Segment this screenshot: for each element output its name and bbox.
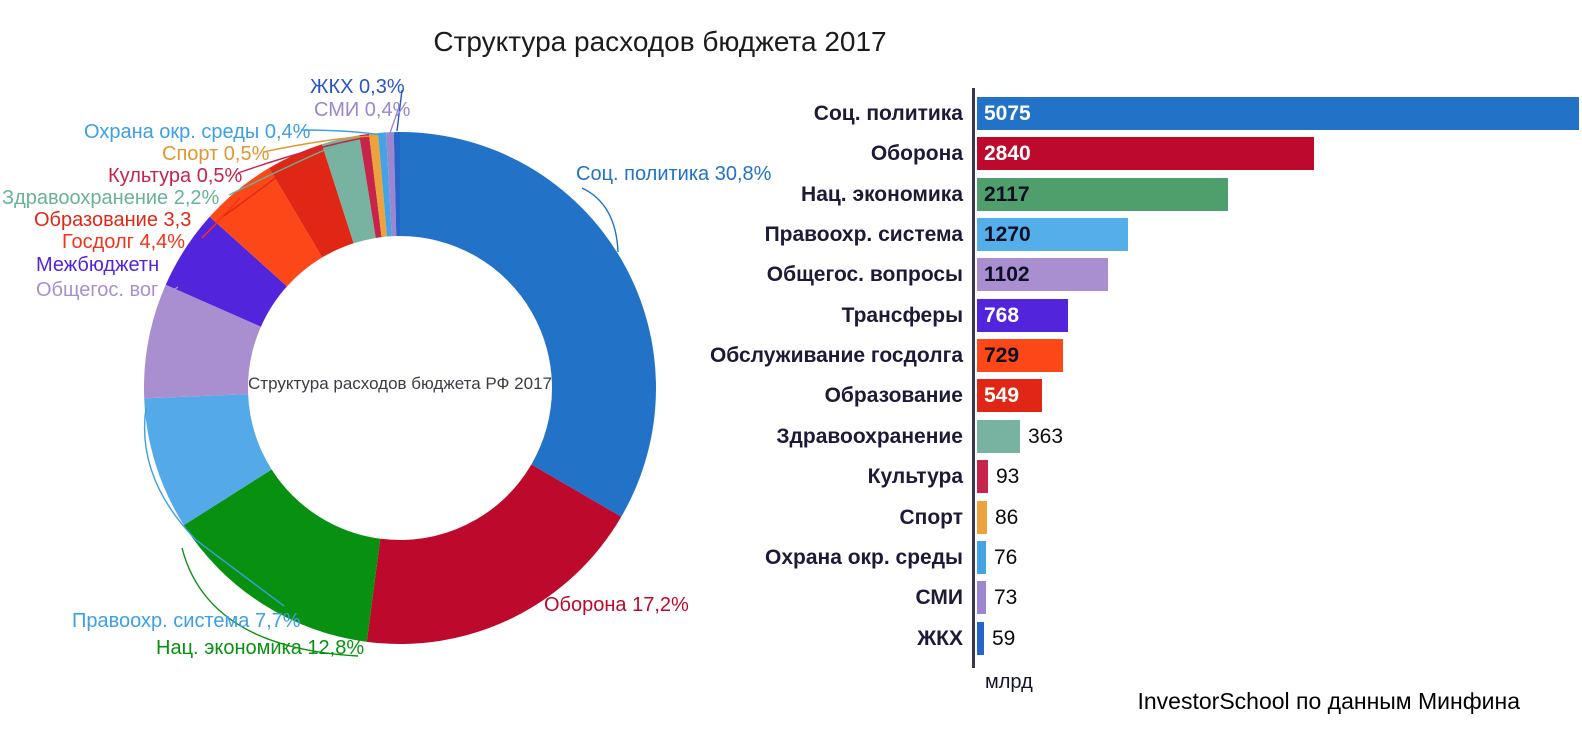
donut-callout-line-smi: [389, 109, 399, 134]
bar-label-obrazovanie: Образование: [824, 384, 963, 407]
donut-label-zdravoohranenie: Здравоохранение 2,2%: [2, 187, 220, 209]
donut-label-obrazovanie: Образование 3,3: [34, 209, 192, 231]
donut-callout-line-sport: [262, 135, 373, 153]
donut-slice-soc-politika: [400, 132, 656, 517]
donut-slice-pravoohr-sistema: [144, 394, 272, 526]
bar-label-soc-politika: Соц. политика: [813, 102, 963, 125]
donut-label-sport: Спорт 0,5%: [162, 143, 270, 165]
bar-label-kultura: Культура: [867, 465, 963, 488]
bar-value-smi: 73: [994, 586, 1018, 609]
bar-label-transfery: Трансферы: [841, 304, 963, 327]
bar-smi: [977, 581, 986, 614]
bar-value-ohrana-okr-sredy: 76: [994, 546, 1018, 569]
bar-label-nac-ekonomika: Нац. экономика: [801, 183, 963, 206]
bar-value-pravoohr-sistema: 1270: [984, 223, 1031, 246]
attribution-text: InvestorSchool по данным Минфина: [1137, 688, 1521, 714]
bar-value-kultura: 93: [996, 465, 1020, 488]
donut-label-ohrana-okr-sredy: Охрана окр. среды 0,4%: [84, 121, 311, 143]
donut-slice-ohrana-okr-sredy: [378, 132, 392, 237]
donut-label-smi: СМИ 0,4%: [314, 99, 411, 121]
bar-value-transfery: 768: [984, 304, 1020, 327]
bar-value-obsluzhivanie-gosdolga: 729: [984, 344, 1020, 367]
donut-callout-line-obrazovanie: [223, 162, 296, 217]
donut-callout-line-kultura: [237, 137, 364, 174]
donut-callout-line-ohrana-okr-sredy: [300, 129, 382, 136]
donut-callout-line-zhkh: [396, 89, 403, 132]
bar-sport: [977, 501, 987, 534]
bar-value-obshchegos-voprosy: 1102: [984, 263, 1030, 286]
bar-label-sport: Спорт: [899, 506, 963, 529]
bar-value-nac-ekonomika: 2117: [984, 183, 1030, 206]
donut-center-label: Структура расходов бюджета РФ 2017: [248, 374, 552, 393]
donut-label-nac-ekonomika: Нац. экономика 12,8%: [156, 637, 365, 659]
donut-label-oborona: Оборона 17,2%: [544, 594, 689, 616]
bar-label-ohrana-okr-sredy: Охрана окр. среды: [764, 546, 963, 569]
bar-obrazovanie: [977, 379, 1042, 412]
bar-axis-line: [972, 88, 975, 668]
page-title: Структура расходов бюджета 2017: [433, 26, 887, 57]
donut-slice-obshchegos-voprosy: [144, 284, 261, 399]
donut-label-obshchegos-voprosy: Общегос. вог: [36, 279, 159, 301]
donut-label-zhkh: ЖКХ 0,3%: [310, 76, 405, 98]
donut-slice-gosdolg: [209, 168, 323, 287]
donut-callout-line-pravoohr-sistema: [143, 407, 285, 607]
bar-pravoohr-sistema: [977, 218, 1128, 251]
bar-kultura: [977, 460, 988, 493]
bar-value-sport: 86: [995, 506, 1019, 529]
bar-ohrana-okr-sredy: [977, 541, 986, 574]
donut-label-soc-politika: Соц. политика 30,8%: [576, 163, 772, 185]
bar-zhkh: [977, 622, 984, 655]
donut-callout-line-obshchegos-voprosy: [163, 286, 179, 316]
bar-value-zhkh: 59: [992, 627, 1016, 650]
donut-label-transfery: Межбюджетн: [36, 254, 160, 276]
bar-value-zdravoohranenie: 363: [1028, 425, 1064, 448]
bar-label-oborona: Оборона: [870, 142, 963, 165]
bar-transfery: [977, 299, 1068, 332]
donut-slice-zdravoohranenie: [321, 135, 376, 244]
donut-callout-line-transfery: [185, 249, 190, 261]
bar-soc-politika: [977, 97, 1579, 130]
donut-slice-kultura: [359, 133, 382, 238]
donut-label-kultura: Культура 0,5%: [108, 165, 243, 187]
bar-label-zhkh: ЖКХ: [917, 627, 963, 650]
donut-slice-sport: [368, 132, 387, 238]
bar-obsluzhivanie-gosdolga: [977, 339, 1063, 372]
bar-label-smi: СМИ: [915, 586, 963, 609]
donut-label-gosdolg: Госдолг 4,4%: [62, 231, 186, 253]
axis-unit-label: млрд: [985, 671, 1033, 693]
bar-value-oborona: 2840: [984, 142, 1031, 165]
donut-slice-transfery: [165, 216, 287, 327]
donut-label-pravoohr-sistema: Правоохр. система 7,7%: [72, 610, 301, 632]
bar-label-obshchegos-voprosy: Общегос. вопросы: [766, 263, 963, 286]
donut-slice-smi: [386, 132, 397, 237]
donut-slice-obrazovanie: [269, 144, 354, 258]
bar-label-pravoohr-sistema: Правоохр. система: [764, 223, 963, 246]
donut-callout-line-zdravoohranenie: [228, 143, 339, 196]
bar-nac-ekonomika: [977, 178, 1228, 211]
bar-value-obrazovanie: 549: [984, 384, 1020, 407]
bar-label-zdravoohranenie: Здравоохранение: [776, 425, 963, 448]
donut-callout-line-oborona: [508, 583, 542, 601]
donut-callout-line-nac-ekonomika: [181, 547, 359, 657]
donut-slice-zhkh: [393, 132, 400, 237]
donut-slice-nac-ekonomika: [183, 469, 381, 642]
bar-value-soc-politika: 5075: [984, 102, 1031, 125]
donut-slice-oborona: [366, 464, 622, 644]
donut-callout-line-gosdolg: [201, 197, 241, 239]
bar-zdravoohranenie: [977, 420, 1020, 453]
bar-label-obsluzhivanie-gosdolga: Обслуживание госдолга: [709, 344, 963, 367]
bar-oborona: [977, 137, 1314, 170]
donut-callout-line-soc-politika: [581, 187, 619, 253]
bar-obshchegos-voprosy: [977, 258, 1108, 291]
